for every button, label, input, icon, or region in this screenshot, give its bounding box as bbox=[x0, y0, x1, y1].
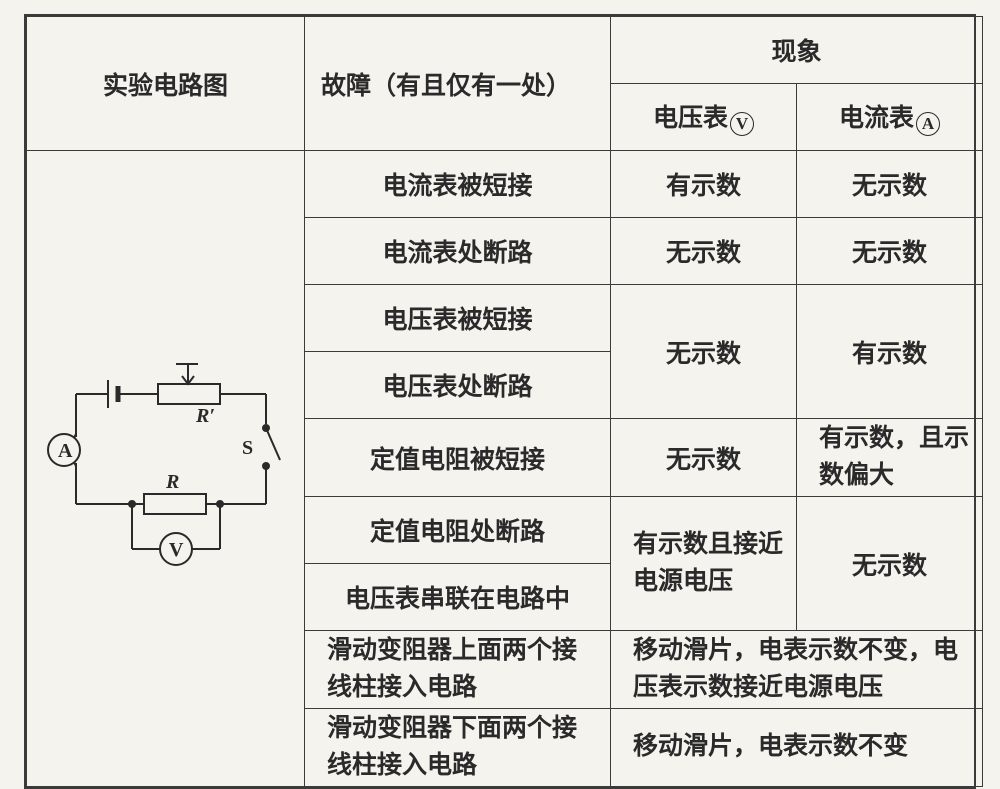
phenomenon-cell: 移动滑片，电表示数不变，电压表示数接近电源电压 bbox=[611, 631, 983, 709]
fault-cell: 滑动变阻器下面两个接线柱接入电路 bbox=[305, 709, 611, 787]
fault-cell: 电压表处断路 bbox=[305, 352, 611, 419]
fault-cell: 滑动变阻器上面两个接线柱接入电路 bbox=[305, 631, 611, 709]
ammeter-label: 电流表 bbox=[839, 105, 914, 132]
fault-cell: 电压表串联在电路中 bbox=[305, 564, 611, 631]
voltmeter-label: 电压表 bbox=[653, 105, 728, 132]
a-cell: 有示数 bbox=[797, 285, 983, 419]
fault-cell: 电压表被短接 bbox=[305, 285, 611, 352]
fault-cell: 电流表被短接 bbox=[305, 151, 611, 218]
a-cell: 无示数 bbox=[797, 151, 983, 218]
fault-table: 实验电路图 故障（有且仅有一处） 现象 电压表V 电流表A bbox=[26, 16, 983, 787]
v-cell: 无示数 bbox=[611, 419, 797, 497]
v-cell: 有示数且接近电源电压 bbox=[611, 497, 797, 631]
circuit-diagram-cell: R′ S R A bbox=[27, 151, 305, 787]
header-phenomena: 现象 bbox=[611, 17, 983, 84]
table-container: 实验电路图 故障（有且仅有一处） 现象 电压表V 电流表A bbox=[24, 14, 976, 789]
fault-cell: 电流表处断路 bbox=[305, 218, 611, 285]
circuit-diagram: R′ S R A bbox=[36, 354, 296, 584]
rheostat-label: R′ bbox=[195, 405, 215, 427]
table-row: R′ S R A bbox=[27, 151, 983, 218]
table-row: 实验电路图 故障（有且仅有一处） 现象 bbox=[27, 17, 983, 84]
v-cell: 无示数 bbox=[611, 285, 797, 419]
phenomenon-cell: 移动滑片，电表示数不变 bbox=[611, 709, 983, 787]
v-cell: 有示数 bbox=[611, 151, 797, 218]
a-icon: A bbox=[916, 112, 940, 136]
fault-cell: 定值电阻处断路 bbox=[305, 497, 611, 564]
header-circuit: 实验电路图 bbox=[27, 17, 305, 151]
ammeter-symbol: A bbox=[58, 440, 73, 462]
a-cell: 无示数 bbox=[797, 497, 983, 631]
a-cell: 有示数，且示数偏大 bbox=[797, 419, 983, 497]
switch-label: S bbox=[242, 437, 253, 459]
header-fault: 故障（有且仅有一处） bbox=[305, 17, 611, 151]
a-cell: 无示数 bbox=[797, 218, 983, 285]
v-icon: V bbox=[730, 112, 754, 136]
header-voltmeter: 电压表V bbox=[611, 84, 797, 151]
voltmeter-symbol: V bbox=[169, 539, 184, 561]
fault-cell: 定值电阻被短接 bbox=[305, 419, 611, 497]
v-cell: 无示数 bbox=[611, 218, 797, 285]
header-ammeter: 电流表A bbox=[797, 84, 983, 151]
resistor-label: R bbox=[165, 471, 179, 493]
